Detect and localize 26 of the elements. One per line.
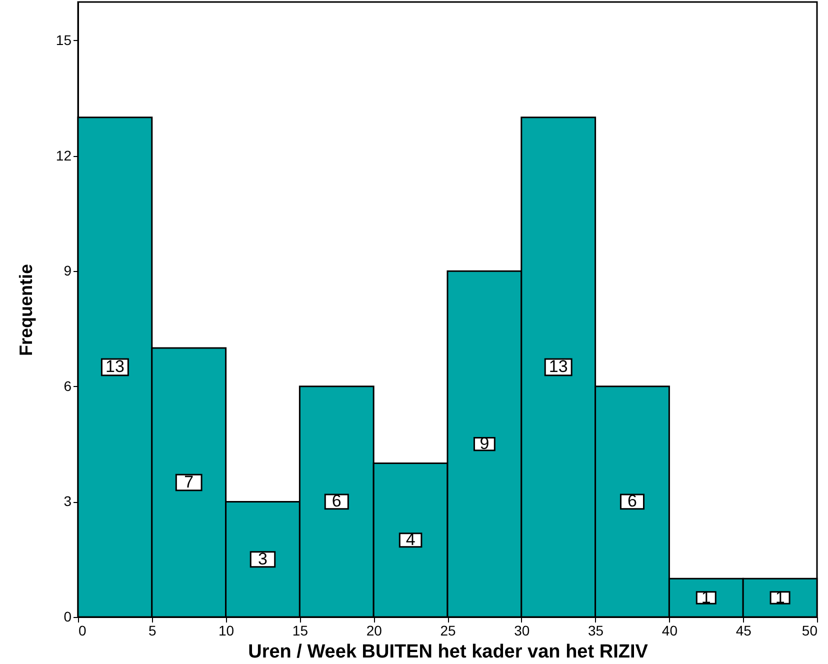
data-label: 13 [548,357,568,376]
x-tick-label: 35 [588,622,604,638]
y-axis-title: Frequentie [16,264,36,356]
x-tick-label: 15 [292,622,308,638]
y-tick-label: 6 [64,378,72,394]
y-tick-label: 12 [56,147,72,164]
y-tick-label: 3 [64,493,72,510]
data-label: 3 [258,549,268,568]
x-tick-label: 30 [514,622,530,638]
y-tick-label: 15 [56,32,72,48]
data-label: 4 [406,530,416,550]
x-tick-label: 40 [662,622,678,638]
y-tick-label: 9 [64,262,72,279]
y-tick-label: 0 [64,608,72,624]
x-tick-label: 50 [802,622,818,638]
x-tick-label: 20 [366,622,382,638]
data-label: 7 [184,472,194,492]
data-label: 13 [105,357,124,376]
x-axis-title: Uren / Week BUITEN het kader van het RIZIV [248,642,648,662]
x-tick-label: 5 [148,622,156,638]
x-tick-label: 45 [736,622,752,638]
data-label: 6 [628,492,637,511]
x-tick-label: 25 [440,622,456,638]
data-label: 6 [332,492,342,511]
x-tick-label: 0 [78,622,86,638]
x-tick-label: 10 [218,622,234,638]
